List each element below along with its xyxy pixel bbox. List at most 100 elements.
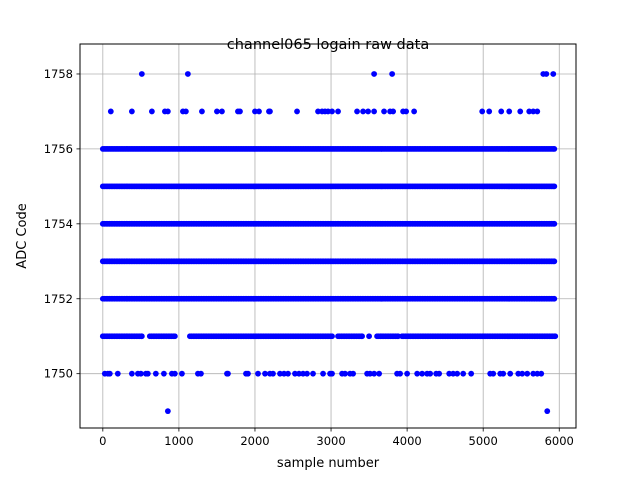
data-point bbox=[389, 71, 396, 77]
data-point bbox=[292, 370, 298, 377]
data-point bbox=[500, 370, 507, 377]
data-point bbox=[225, 370, 231, 377]
axes-frame bbox=[79, 43, 577, 429]
data-point bbox=[479, 108, 486, 115]
data-point bbox=[427, 370, 434, 377]
x-tick-label: 6000 bbox=[545, 434, 574, 448]
data-point bbox=[519, 370, 526, 377]
x-tick-label: 2000 bbox=[240, 434, 269, 448]
data-point bbox=[551, 220, 558, 227]
data-point bbox=[148, 108, 155, 115]
data-point bbox=[404, 370, 411, 377]
data-point bbox=[320, 370, 326, 377]
data-point bbox=[219, 108, 225, 115]
data-point bbox=[551, 145, 558, 152]
x-tick-label: 0 bbox=[99, 434, 106, 448]
y-tick-label: 1754 bbox=[44, 217, 73, 231]
data-point bbox=[285, 370, 291, 377]
data-point bbox=[538, 370, 545, 377]
data-point bbox=[179, 370, 185, 377]
data-point bbox=[468, 370, 475, 377]
data-point bbox=[486, 108, 493, 115]
data-point bbox=[107, 108, 114, 115]
data-points bbox=[99, 71, 559, 415]
data-point bbox=[256, 108, 262, 115]
y-tick-label: 1750 bbox=[44, 367, 73, 381]
data-point bbox=[138, 333, 145, 340]
data-point bbox=[414, 370, 421, 377]
data-point bbox=[411, 108, 418, 115]
data-point bbox=[397, 370, 404, 377]
data-point bbox=[371, 108, 378, 115]
data-point bbox=[359, 333, 365, 340]
data-point bbox=[277, 370, 283, 377]
data-point bbox=[551, 295, 558, 302]
x-tick-label: 5000 bbox=[469, 434, 498, 448]
data-point bbox=[114, 370, 121, 377]
data-point bbox=[530, 370, 537, 377]
data-point bbox=[403, 108, 410, 115]
data-point bbox=[517, 108, 524, 115]
data-point bbox=[552, 333, 559, 340]
y-tick-label: 1758 bbox=[44, 67, 73, 81]
data-point bbox=[171, 333, 178, 340]
data-point bbox=[498, 108, 505, 115]
data-point bbox=[507, 370, 514, 377]
data-point bbox=[315, 108, 321, 115]
data-point bbox=[524, 370, 531, 377]
data-point bbox=[543, 71, 550, 77]
data-point bbox=[544, 408, 551, 415]
data-point bbox=[214, 108, 220, 115]
data-point bbox=[550, 71, 557, 77]
data-point bbox=[381, 108, 387, 115]
data-point bbox=[526, 108, 533, 115]
data-point bbox=[354, 108, 360, 115]
data-point bbox=[137, 370, 144, 377]
x-axis-label: sample number bbox=[277, 456, 380, 471]
data-point bbox=[534, 108, 541, 115]
data-point bbox=[342, 370, 348, 377]
data-point bbox=[262, 370, 268, 377]
data-point bbox=[199, 108, 205, 115]
data-point bbox=[128, 370, 135, 377]
chart-title: channel065 logain raw data bbox=[227, 37, 429, 53]
data-point bbox=[366, 333, 372, 340]
data-point bbox=[237, 108, 243, 115]
data-point bbox=[184, 71, 191, 77]
data-point bbox=[245, 370, 251, 377]
data-point bbox=[490, 370, 497, 377]
data-point bbox=[267, 108, 273, 115]
data-point bbox=[390, 108, 397, 115]
x-tick-label: 4000 bbox=[392, 434, 421, 448]
data-point bbox=[296, 370, 302, 377]
data-point bbox=[365, 108, 371, 115]
data-point bbox=[551, 258, 558, 265]
data-point bbox=[329, 108, 335, 115]
data-point bbox=[144, 370, 151, 377]
x-tick-label: 1000 bbox=[164, 434, 193, 448]
data-point bbox=[128, 108, 135, 115]
data-point bbox=[551, 183, 558, 190]
data-point bbox=[376, 370, 383, 377]
data-point bbox=[506, 108, 513, 115]
ticks: 0 1000 2000 3000 4000 5000 6000 1750 1752 1754 175… bbox=[44, 67, 574, 448]
data-point bbox=[106, 370, 113, 377]
data-point bbox=[454, 370, 461, 377]
data-point bbox=[304, 370, 310, 377]
data-point bbox=[138, 71, 145, 77]
data-point bbox=[294, 108, 300, 115]
data-point bbox=[270, 370, 276, 377]
data-point bbox=[310, 370, 316, 377]
data-point bbox=[371, 370, 378, 377]
data-point bbox=[460, 370, 467, 377]
data-point bbox=[371, 71, 378, 77]
data-point bbox=[530, 108, 537, 115]
data-point bbox=[161, 370, 167, 377]
data-point bbox=[367, 370, 373, 377]
y-axis-label: ADC Code bbox=[15, 203, 30, 268]
data-point bbox=[171, 370, 178, 377]
data-point bbox=[182, 108, 189, 115]
y-tick-label: 1752 bbox=[44, 292, 73, 306]
